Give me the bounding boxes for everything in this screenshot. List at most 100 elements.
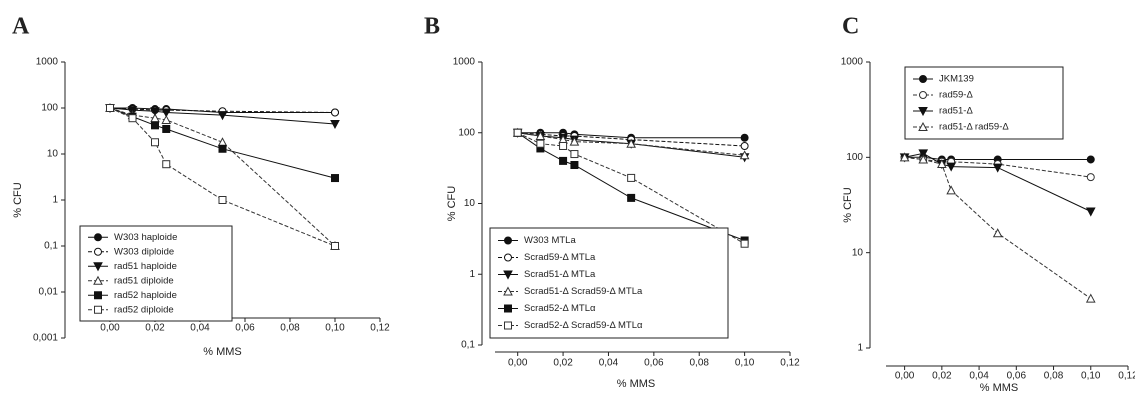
data-point <box>106 104 114 112</box>
series-line <box>904 152 1092 212</box>
data-point <box>151 138 159 147</box>
y-tick-label: 1 <box>469 269 475 280</box>
data-point <box>946 185 956 195</box>
panel-label: C <box>842 14 859 40</box>
y-tick-label: 0,1 <box>44 241 58 252</box>
legend-marker <box>93 275 103 285</box>
x-tick-label: 0,06 <box>1007 371 1027 382</box>
legend-marker <box>503 286 513 296</box>
data-point <box>331 174 339 183</box>
data-point <box>535 130 546 140</box>
legend-marker <box>918 107 928 117</box>
x-axis-title: % MMS <box>617 378 656 390</box>
series-line <box>517 132 745 241</box>
y-tick-label: 1000 <box>841 57 864 68</box>
data-point <box>946 162 956 172</box>
legend-marker <box>94 233 102 242</box>
y-tick-label: 100 <box>41 103 58 114</box>
data-point <box>162 160 171 169</box>
data-point <box>1085 293 1096 303</box>
series-line <box>109 107 336 247</box>
x-tick-label: 0,12 <box>780 358 800 369</box>
legend-box <box>489 227 729 339</box>
legend-label: rad59-Δ <box>939 90 973 101</box>
legend-marker <box>94 291 102 300</box>
data-point <box>992 228 1003 238</box>
data-point <box>626 138 636 148</box>
data-point <box>150 107 160 117</box>
data-point <box>162 124 171 133</box>
series-line <box>109 107 336 125</box>
legend-marker <box>504 236 512 245</box>
legend-label: Scrad52-Δ Scrad59-Δ MTLα <box>524 320 643 331</box>
legend-label: Scrad52-Δ MTLα <box>524 303 596 314</box>
data-point <box>217 137 228 147</box>
data-point <box>151 121 159 130</box>
y-tick-label: 100 <box>846 152 863 163</box>
x-tick-label: 0,12 <box>1118 371 1135 382</box>
series-line <box>904 156 1092 300</box>
legend-marker <box>94 247 102 256</box>
legend-label: W303 diploide <box>114 246 174 257</box>
data-point <box>331 242 339 250</box>
data-point <box>513 128 522 137</box>
x-tick-label: 0,08 <box>1044 371 1064 382</box>
data-point <box>740 239 749 248</box>
data-point <box>161 114 172 124</box>
legend-marker <box>919 75 927 83</box>
data-point <box>570 150 579 159</box>
legend-box <box>79 225 233 322</box>
series-line <box>109 107 336 247</box>
y-tick-label: 0,1 <box>461 340 475 351</box>
x-axis-title: % MMS <box>980 382 1019 393</box>
y-tick-label: 100 <box>458 127 475 138</box>
x-tick-label: 0,10 <box>735 358 755 369</box>
data-point <box>627 193 636 202</box>
legend-label: rad51 haploide <box>114 261 177 272</box>
legend-label: rad52 diploide <box>114 304 174 315</box>
legend-label: Scrad59-Δ MTLa <box>524 252 596 263</box>
data-point <box>992 163 1003 173</box>
x-tick-label: 0,02 <box>145 323 165 334</box>
x-tick-label: 0,08 <box>280 323 300 334</box>
data-point <box>918 154 929 164</box>
data-point <box>218 196 227 204</box>
x-tick-label: 0,06 <box>644 358 664 369</box>
legend-marker <box>94 305 102 314</box>
y-tick-label: 10 <box>852 247 864 258</box>
data-point <box>569 136 580 146</box>
series-line <box>517 132 745 245</box>
y-axis-title: % CFU <box>842 187 854 223</box>
legend-label: W303 MTLa <box>524 235 576 246</box>
data-point <box>330 119 340 130</box>
x-tick-label: 0,10 <box>325 323 345 334</box>
x-axis-title: % MMS <box>203 346 242 358</box>
y-tick-label: 1000 <box>453 57 476 68</box>
x-tick-label: 0,02 <box>553 358 573 369</box>
y-tick-label: 1 <box>52 195 58 206</box>
legend-label: rad51-Δ rad59-Δ <box>939 122 1009 133</box>
y-tick-label: 1 <box>857 343 863 354</box>
legend-marker <box>93 262 103 272</box>
x-tick-label: 0,04 <box>969 371 989 382</box>
legend-marker <box>504 321 512 330</box>
data-point <box>331 108 339 117</box>
legend-marker <box>918 121 928 131</box>
data-point <box>161 108 172 118</box>
y-tick-label: 1000 <box>36 57 59 68</box>
data-point <box>1086 155 1095 164</box>
data-point <box>899 152 910 162</box>
y-tick-label: 0,01 <box>39 287 59 298</box>
y-tick-label: 10 <box>47 149 59 160</box>
legend-marker <box>503 270 513 280</box>
y-axis-title: % CFU <box>12 182 24 218</box>
y-tick-label: 10 <box>464 198 476 209</box>
series-line <box>517 132 745 156</box>
x-tick-label: 0,04 <box>190 323 210 334</box>
legend-label: rad51-Δ <box>939 106 973 117</box>
legend-label: rad52 haploide <box>114 290 177 301</box>
data-point <box>217 111 228 121</box>
x-tick-label: 0,12 <box>370 323 390 334</box>
data-point <box>740 133 749 142</box>
